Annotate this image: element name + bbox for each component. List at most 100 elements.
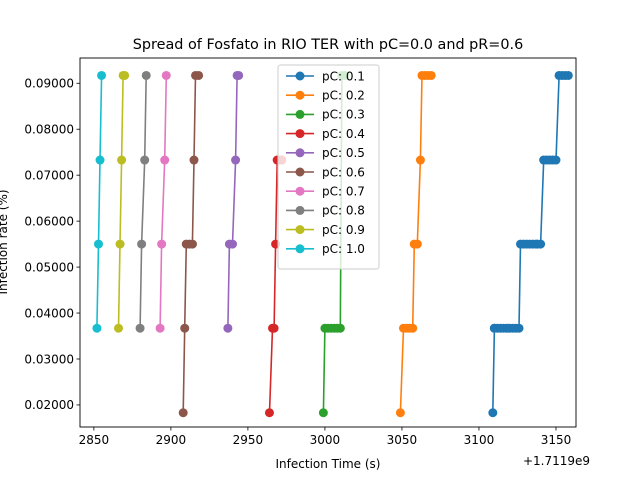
data-point [160, 155, 170, 165]
data-point [115, 239, 125, 249]
data-point [141, 70, 151, 80]
data-point [563, 70, 573, 80]
legend-label: pC: 0.9 [322, 223, 365, 237]
data-point [140, 155, 150, 165]
x-tick-label: 2850 [79, 433, 110, 447]
series-pc-0-9 [114, 70, 130, 333]
legend-entry: pC: 0.7 [286, 185, 365, 199]
legend-entry: pC: 0.2 [286, 89, 365, 103]
legend-entry: pC: 1.0 [286, 242, 365, 256]
legend-marker [295, 167, 305, 177]
legend-entry: pC: 0.5 [286, 146, 365, 160]
data-point [412, 239, 422, 249]
x-tick-label: 2950 [233, 433, 264, 447]
data-point [514, 323, 524, 333]
legend-label: pC: 0.3 [322, 108, 365, 122]
legend-marker [295, 90, 305, 100]
x-axis: 2850 2900 2950 3000 3050 3100 3150 [79, 427, 572, 447]
legend-marker [295, 129, 305, 139]
data-point [161, 70, 171, 80]
data-point [180, 323, 190, 333]
series-pc-0-5 [223, 70, 244, 333]
data-point [92, 323, 102, 333]
legend-label: pC: 0.4 [322, 127, 365, 141]
data-point [415, 155, 425, 165]
data-point [187, 239, 197, 249]
legend-entry: pC: 0.1 [286, 69, 365, 83]
data-point [194, 70, 204, 80]
legend-entry: pC: 0.6 [286, 165, 365, 179]
data-point [135, 323, 145, 333]
y-tick-label: 0.04000 [24, 306, 74, 320]
legend-label: pC: 0.2 [322, 89, 365, 103]
data-point [234, 70, 244, 80]
legend-label: pC: 0.5 [322, 146, 365, 160]
y-tick-label: 0.05000 [24, 260, 74, 274]
x-axis-offset-label: +1.7119e9 [523, 454, 590, 468]
legend-entry: pC: 0.9 [286, 223, 365, 237]
series-pc-0-2 [395, 70, 436, 418]
data-point [264, 408, 274, 418]
y-axis: 0.02000 0.03000 0.04000 0.05000 0.06000 0.070… [24, 77, 80, 412]
y-tick-label: 0.02000 [24, 398, 74, 412]
data-point [426, 70, 436, 80]
y-tick-label: 0.08000 [24, 123, 74, 137]
data-point [155, 323, 165, 333]
x-tick-label: 3050 [387, 433, 418, 447]
data-point [137, 239, 147, 249]
data-point [178, 408, 188, 418]
data-point [95, 155, 105, 165]
x-axis-label: Infection Time (s) [276, 457, 381, 471]
data-point [117, 155, 127, 165]
plot-frame [79, 57, 577, 428]
legend-entry: pC: 0.4 [286, 127, 365, 141]
y-tick-label: 0.09000 [24, 77, 74, 91]
data-point [120, 70, 130, 80]
legend-marker [295, 186, 305, 196]
legend-label: pC: 0.7 [322, 185, 365, 199]
legend-entry: pC: 0.3 [286, 108, 365, 122]
data-point [157, 239, 167, 249]
legend-marker [295, 71, 305, 81]
y-tick-label: 0.06000 [24, 214, 74, 228]
legend: pC: 0.1 pC: 0.2 pC: 0.3 pC: 0.4 pC: 0.5 pC: 0… [277, 64, 380, 270]
series-pc-0-8 [135, 70, 151, 333]
legend-marker [295, 225, 305, 235]
legend-label: pC: 1.0 [322, 242, 365, 256]
series-pc-0-6 [178, 70, 204, 418]
legend-entry: pC: 0.8 [286, 204, 365, 218]
data-point [93, 239, 103, 249]
data-point [227, 239, 237, 249]
series-line [96, 75, 103, 329]
x-tick-label: 3150 [541, 433, 572, 447]
data-point [488, 408, 498, 418]
data-point [551, 155, 561, 165]
legend-marker [295, 148, 305, 158]
legend-label: pC: 0.6 [322, 165, 365, 179]
data-point [395, 408, 405, 418]
data-point [231, 155, 241, 165]
data-point [223, 323, 233, 333]
legend-marker [295, 205, 305, 215]
legend-marker [295, 244, 305, 254]
data-point [114, 323, 124, 333]
legend-marker [295, 109, 305, 119]
series-line [159, 75, 168, 329]
legend-label: pC: 0.1 [322, 69, 365, 83]
plot-area [92, 70, 573, 418]
data-point [335, 323, 345, 333]
legend-label: pC: 0.8 [322, 204, 365, 218]
data-point [189, 155, 199, 165]
series-pc-1-0 [92, 70, 107, 333]
data-point [408, 323, 418, 333]
x-tick-label: 3000 [310, 433, 341, 447]
series-pc-0-1 [488, 70, 573, 418]
x-tick-label: 3100 [464, 433, 495, 447]
y-axis-label: Infection rate (%) [0, 189, 10, 294]
data-point [318, 408, 328, 418]
series-pc-0-7 [155, 70, 171, 333]
series-line [139, 75, 147, 329]
x-tick-label: 2900 [156, 433, 187, 447]
data-point [269, 323, 279, 333]
